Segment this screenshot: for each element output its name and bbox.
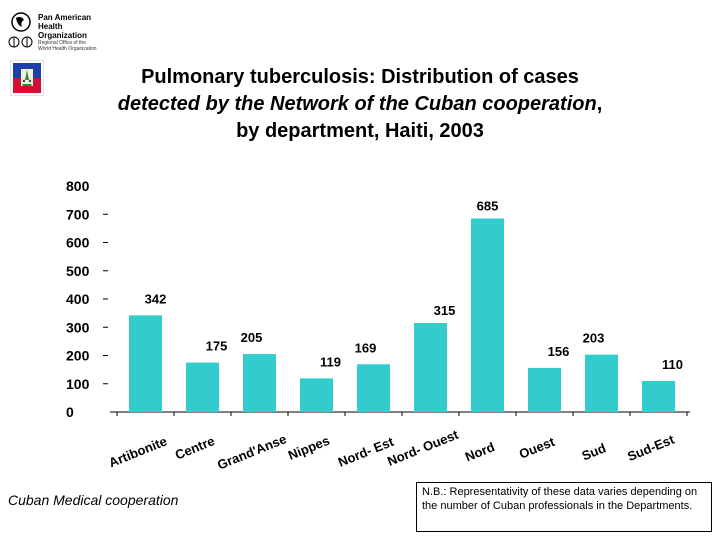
y-tick-label: 500 xyxy=(66,263,90,279)
category-label: Grand'Anse xyxy=(215,431,288,472)
title-line-1: Pulmonary tuberculosis: Distribution of … xyxy=(141,66,579,88)
org-name: Pan American Health Organization xyxy=(38,13,92,40)
bar xyxy=(243,354,276,412)
bar xyxy=(585,354,618,412)
bar-value-label: 169 xyxy=(355,340,377,355)
category-label: Centre xyxy=(173,433,217,462)
bar xyxy=(471,218,504,412)
bar-value-label: 685 xyxy=(477,198,499,213)
bar xyxy=(528,367,561,412)
paho-logo: Pan American Health Organization Regiona… xyxy=(8,12,118,56)
haiti-coat-of-arms-icon xyxy=(10,60,44,96)
bar-value-label: 156 xyxy=(548,344,570,359)
bar-value-label: 205 xyxy=(241,330,263,345)
org-subtitle: Regional Office of the World Health Orga… xyxy=(38,40,97,52)
bar-value-label: 342 xyxy=(145,291,167,306)
y-tick-label: 0 xyxy=(66,404,74,420)
category-label: Nord xyxy=(463,439,497,464)
bar-value-label: 175 xyxy=(206,339,228,354)
category-label: Artibonite xyxy=(107,433,170,470)
y-tick-label: 700 xyxy=(66,206,90,222)
y-tick-label: 600 xyxy=(66,235,90,251)
title-line-2: detected by the Network of the Cuban coo… xyxy=(117,93,603,115)
bar xyxy=(186,362,219,412)
bar xyxy=(357,364,390,412)
bar xyxy=(642,380,675,412)
bar-chart: 0 100 200 300 400 500 600 700 800 342 Artibonite 17… xyxy=(66,178,690,472)
bar-value-label: 203 xyxy=(583,331,605,346)
source-note: Cuban Medical cooperation xyxy=(8,492,179,508)
bar-value-label: 119 xyxy=(320,354,341,369)
title-line-3: by department, Haiti, 2003 xyxy=(236,120,484,142)
y-tick-label: 100 xyxy=(66,376,90,392)
paho-emblem-icon xyxy=(8,12,33,48)
category-label: Nord- Est xyxy=(336,434,396,470)
chart-title: Pulmonary tuberculosis: Distribution of … xyxy=(40,64,680,145)
bar xyxy=(129,315,162,412)
bar xyxy=(300,378,333,412)
bar xyxy=(414,323,447,412)
bar-value-label: 110 xyxy=(662,357,683,372)
category-label: Ouest xyxy=(517,434,557,462)
representativity-note: N.B.: Representativity of these data var… xyxy=(416,482,712,532)
y-tick-label: 400 xyxy=(66,291,90,307)
category-label: Nippes xyxy=(286,433,332,463)
y-tick-label: 200 xyxy=(66,348,90,364)
category-label: Nord- Ouest xyxy=(385,427,461,469)
bar-value-label: 315 xyxy=(434,303,456,318)
category-label: Sud xyxy=(580,440,608,463)
category-label: Sud-Est xyxy=(625,431,677,464)
y-tick-label: 300 xyxy=(66,319,90,335)
y-tick-label: 800 xyxy=(66,178,90,194)
